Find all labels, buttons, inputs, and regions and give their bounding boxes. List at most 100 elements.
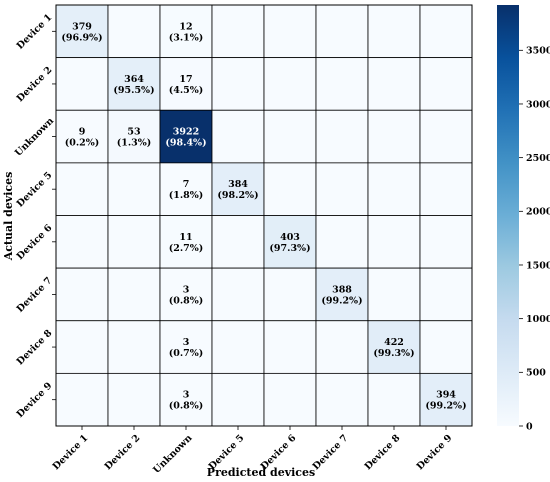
heatmap-cell — [211, 320, 265, 374]
heatmap-cell — [159, 320, 213, 374]
colorbar-gradient — [497, 5, 519, 426]
heatmap-cell — [315, 109, 369, 164]
cell-value-label: 3 (0.8%) — [169, 284, 204, 306]
x-tick-label: Device 2 — [103, 433, 143, 473]
heatmap-cell — [367, 4, 421, 59]
heatmap-cell — [263, 4, 317, 59]
heatmap-cell — [211, 267, 265, 322]
heatmap-cell — [367, 109, 421, 164]
heatmap-cell — [263, 57, 317, 111]
x-axis-label: Predicted devices — [207, 466, 315, 479]
heatmap-cell — [263, 372, 317, 427]
heatmap-cell — [211, 215, 265, 269]
heatmap-cell — [367, 267, 421, 322]
heatmap-cell — [367, 162, 421, 216]
heatmap-cell — [107, 372, 161, 427]
heatmap-cell — [315, 4, 369, 59]
heatmap-cell — [159, 57, 213, 111]
y-tick-labels: Device 1 Device 2 Unknown Device 5 Device 6 D… — [13, 12, 56, 420]
y-tick-label: Device 6 — [15, 222, 55, 262]
y-tick-label: Device 5 — [15, 170, 55, 210]
colorbar: 0 500 1000 1500 2000 2500 3000 3500 — [497, 5, 550, 432]
heatmap-cell — [367, 57, 421, 111]
heatmap-cell — [107, 162, 161, 216]
heatmap-cell — [107, 57, 161, 111]
heatmap-cell — [263, 320, 317, 374]
x-tick-label: Device 1 — [51, 433, 91, 473]
heatmap-cell — [367, 372, 421, 427]
heatmap-cell — [419, 215, 473, 269]
heatmap-cell — [263, 267, 317, 322]
heatmap-cell — [107, 109, 161, 164]
heatmap-cell — [419, 4, 473, 59]
x-tick-label: Device 8 — [363, 432, 403, 472]
y-tick-label: Unknown — [13, 115, 56, 158]
heatmap-cell — [55, 267, 109, 322]
heatmap-cell — [419, 372, 473, 427]
heatmap-cell — [315, 57, 369, 111]
heatmap-cell — [367, 215, 421, 269]
heatmap-cell — [419, 162, 473, 216]
cell-value-label: 53 (1.3%) — [117, 127, 152, 149]
cell-value-label: 17 (4.5%) — [169, 74, 204, 96]
heatmap-cells — [55, 4, 473, 427]
heatmap-cell — [159, 162, 213, 216]
cell-value-label: 9 (0.2%) — [65, 127, 100, 149]
colorbar-tick-label: 2500 — [526, 153, 550, 164]
cell-value-label: 3922 (98.4%) — [165, 127, 206, 149]
y-axis-label: Actual devices — [2, 172, 15, 262]
heatmap-cell — [55, 162, 109, 216]
y-tick-label: Device 1 — [15, 12, 55, 52]
cell-value-label: 364 (95.5%) — [113, 74, 154, 96]
y-tick-label: Device 9 — [15, 380, 55, 420]
heatmap-cell — [419, 109, 473, 164]
heatmap-cell — [315, 215, 369, 269]
y-tick-label: Device 8 — [15, 328, 55, 368]
cell-value-label: 388 (99.2%) — [321, 284, 362, 306]
colorbar-tick-label: 0 — [526, 421, 533, 432]
heatmap-cell — [419, 57, 473, 111]
colorbar-ticks: 0 500 1000 1500 2000 2500 3000 3500 — [519, 46, 550, 432]
colorbar-tick-label: 1000 — [526, 314, 550, 325]
heatmap-cell — [211, 372, 265, 427]
heatmap-cell — [159, 215, 213, 269]
heatmap-cell — [55, 4, 109, 59]
x-tick-label: Device 7 — [311, 433, 351, 473]
heatmap-cell-labels: 379 (96.9%) 12 (3.1%) 364 (95.5%) 17 (4.5%) 9 (0.… — [61, 21, 466, 411]
heatmap-cell — [263, 162, 317, 216]
heatmap-cell — [159, 267, 213, 322]
heatmap-cell — [315, 372, 369, 427]
heatmap-cell — [107, 267, 161, 322]
heatmap-cell — [107, 320, 161, 374]
cell-value-label: 379 (96.9%) — [61, 21, 102, 43]
heatmap-cell — [211, 109, 265, 164]
heatmap-cell — [55, 320, 109, 374]
cell-value-label: 3 (0.8%) — [169, 390, 204, 412]
cell-value-label: 7 (1.8%) — [169, 179, 204, 201]
cell-value-label: 403 (97.3%) — [269, 232, 310, 254]
cell-value-label: 3 (0.7%) — [169, 337, 204, 359]
heatmap-cell — [263, 109, 317, 164]
heatmap-cell — [315, 320, 369, 374]
cell-value-label: 384 (98.2%) — [217, 179, 258, 201]
heatmap-cell — [55, 57, 109, 111]
heatmap-cell — [107, 4, 161, 59]
heatmap-cell — [315, 162, 369, 216]
heatmap-cell — [211, 4, 265, 59]
colorbar-tick-label: 500 — [526, 368, 546, 379]
cell-value-label: 394 (99.2%) — [425, 390, 466, 412]
y-tick-label: Device 2 — [15, 65, 55, 105]
heatmap-cell — [419, 320, 473, 374]
x-tick-label: Device 9 — [415, 432, 455, 472]
heatmap-cell — [55, 215, 109, 269]
heatmap-border — [55, 4, 473, 427]
heatmap-cell — [159, 372, 213, 427]
colorbar-tick-label: 3000 — [526, 99, 550, 110]
colorbar-tick-label: 1500 — [526, 260, 550, 271]
cell-value-label: 11 (2.7%) — [169, 232, 204, 254]
x-tick-label: Unknown — [151, 433, 194, 476]
heatmap-cell — [55, 372, 109, 427]
heatmap-cell — [419, 267, 473, 322]
colorbar-tick-label: 3500 — [526, 46, 550, 57]
